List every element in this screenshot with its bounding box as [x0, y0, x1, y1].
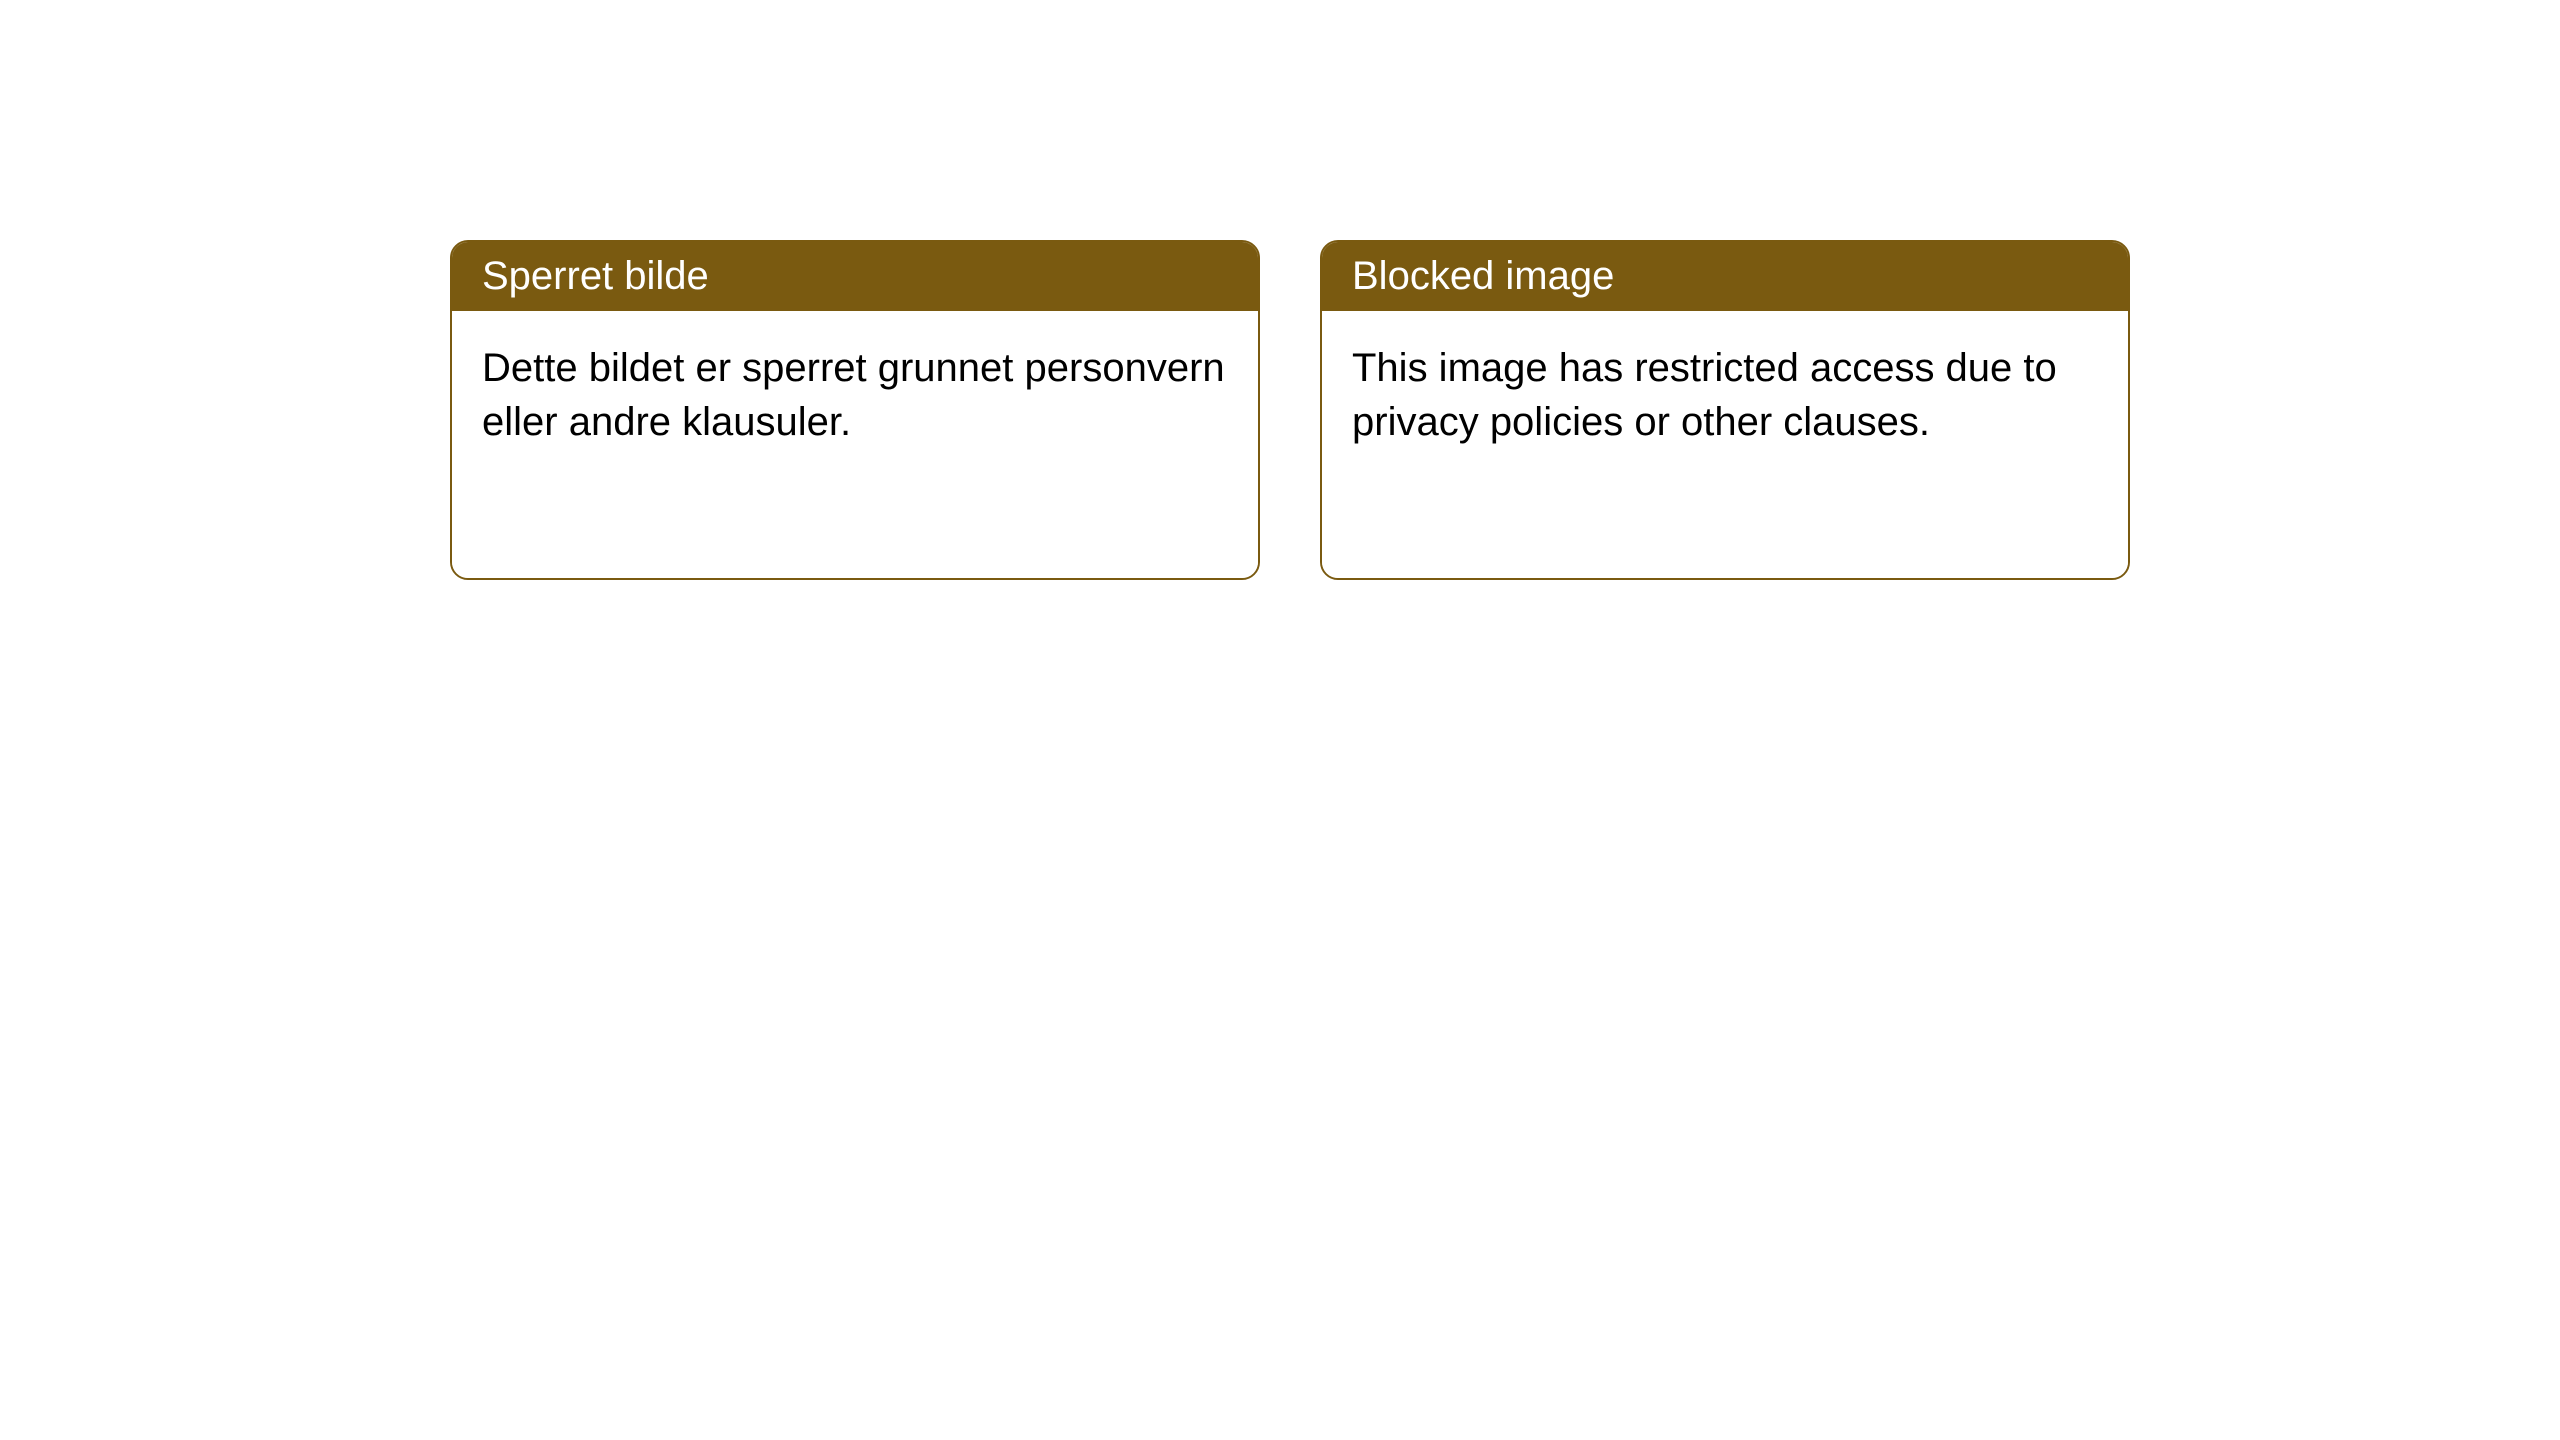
blocked-image-card-no: Sperret bilde Dette bildet er sperret gr…	[450, 240, 1260, 580]
card-body-no: Dette bildet er sperret grunnet personve…	[452, 311, 1258, 578]
card-title-no: Sperret bilde	[482, 254, 709, 298]
card-header-en: Blocked image	[1322, 242, 2128, 311]
blocked-image-card-en: Blocked image This image has restricted …	[1320, 240, 2130, 580]
cards-container: Sperret bilde Dette bildet er sperret gr…	[0, 0, 2560, 580]
card-text-en: This image has restricted access due to …	[1352, 346, 2057, 444]
card-header-no: Sperret bilde	[452, 242, 1258, 311]
card-text-no: Dette bildet er sperret grunnet personve…	[482, 346, 1225, 444]
card-title-en: Blocked image	[1352, 254, 1614, 298]
card-body-en: This image has restricted access due to …	[1322, 311, 2128, 578]
